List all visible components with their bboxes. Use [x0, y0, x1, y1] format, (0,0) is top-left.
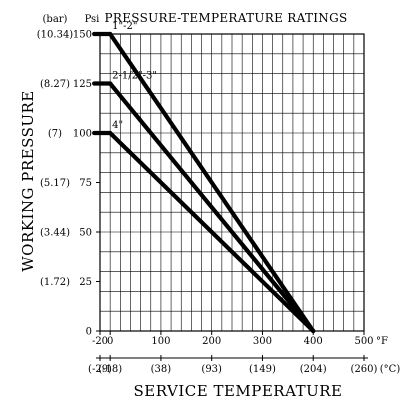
y-secondary-tick-label: (5.17): [40, 178, 70, 189]
grid: [100, 34, 364, 331]
series-line: [108, 31, 316, 334]
y-secondary-tick-label: (1.72): [40, 277, 70, 288]
x-tick-label: -20: [92, 336, 108, 347]
y-tick-label: 125: [73, 79, 92, 90]
chart-title: PRESSURE-TEMPERATURE RATINGS: [104, 11, 347, 25]
y-axis-label: WORKING PRESSURE: [19, 90, 37, 272]
y-secondary-tick-label: (10.34): [37, 30, 74, 41]
series-label: 4": [112, 120, 123, 131]
y-tick-label: 25: [79, 277, 92, 288]
tick-labels: 0 25 (1.72) 50 (3.44) 75 (5.17) 100 (7) 125(8.27)…: [37, 30, 378, 376]
x-secondary-tick-label: (93): [201, 364, 222, 375]
series-lines: [92, 31, 316, 334]
y-unit-secondary: (bar): [43, 14, 68, 25]
series-line: [108, 130, 316, 334]
y-secondary-tick-label: (8.27): [40, 79, 70, 90]
x-secondary-tick-label: (38): [151, 364, 172, 375]
y-secondary-tick-label: (7): [48, 129, 62, 140]
y-tick-label: 0: [86, 327, 92, 338]
x-tick-label: 200: [202, 336, 221, 347]
x-axis-label: SERVICE TEMPERATURE: [134, 382, 343, 400]
y-tick-label: 150: [73, 30, 92, 41]
x-tick-label: 0: [107, 336, 113, 347]
series-labels: 1"-2" 2-1/2"-3" 4": [112, 21, 157, 131]
y-tick-label: 75: [79, 178, 92, 189]
x-unit-secondary: (°C): [380, 364, 401, 375]
x-tick-label: 100: [151, 336, 170, 347]
x-secondary-tick-label: (204): [300, 364, 327, 375]
x-secondary-tick-label: (260): [351, 364, 378, 375]
x-unit: °F: [376, 336, 388, 347]
y-secondary-tick-label: (3.44): [40, 228, 70, 239]
x-secondary-tick-label: (149): [249, 364, 276, 375]
series-line: [108, 81, 316, 334]
x-secondary-tick-label: (-18): [98, 364, 122, 375]
x-tick-label: 400: [304, 336, 323, 347]
x-tick-label: 500: [354, 336, 373, 347]
y-tick-label: 100: [73, 129, 92, 140]
x-secondary-tick-label: (-29): [88, 364, 112, 375]
x-tick-label: 300: [253, 336, 272, 347]
y-tick-label: 50: [79, 228, 92, 239]
series-label: 2-1/2"-3": [112, 71, 157, 82]
y-unit: Psi: [85, 14, 100, 25]
series-label: 1"-2": [112, 21, 137, 32]
